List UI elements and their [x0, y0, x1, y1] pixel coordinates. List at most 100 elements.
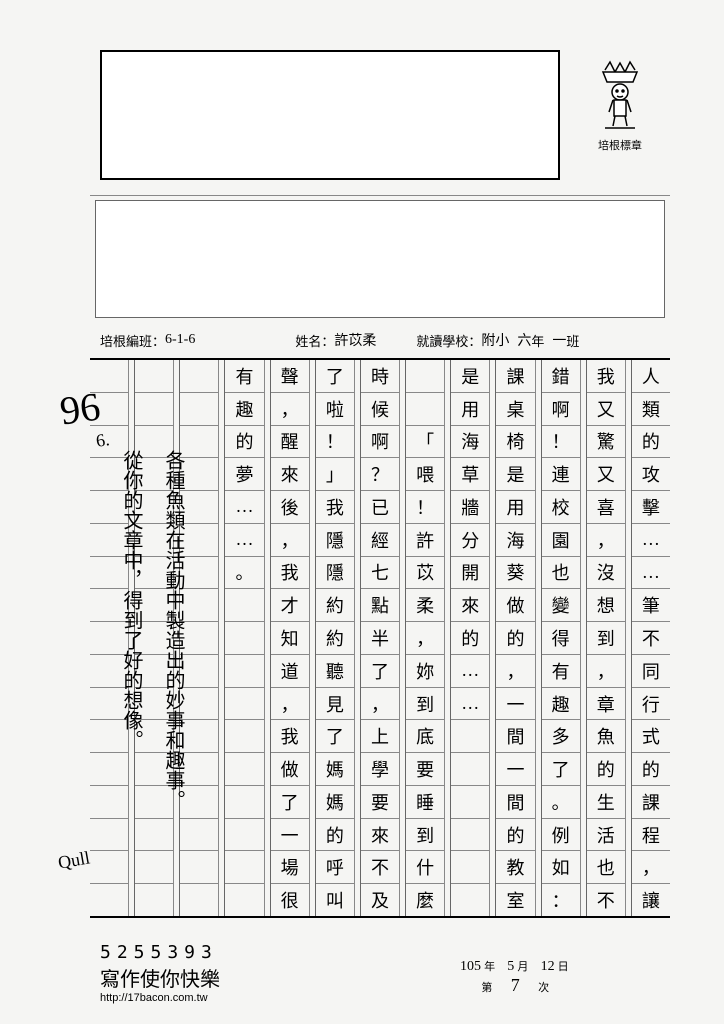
- manuscript-cell: 人: [632, 360, 670, 393]
- manuscript-cell: [180, 360, 218, 393]
- footer-slogan: 寫作使你快樂: [100, 963, 660, 992]
- manuscript-cell: 趣: [225, 393, 263, 426]
- manuscript-cell: [225, 589, 263, 622]
- manuscript-cell: 魚: [587, 720, 625, 753]
- manuscript-column: 錯啊！連校園也變得有趣多了。例如：: [541, 360, 580, 916]
- manuscript-cell: 的: [225, 426, 263, 459]
- manuscript-cell: 連: [542, 458, 580, 491]
- manuscript-column: 我又驚又喜，沒想到，章魚的生活也不: [586, 360, 625, 916]
- manuscript-cell: 有: [225, 360, 263, 393]
- manuscript-cell: 間: [496, 720, 534, 753]
- manuscript-cell: [451, 753, 489, 786]
- manuscript-cell: 聲: [271, 360, 309, 393]
- manuscript-cell: 攻: [632, 458, 670, 491]
- manuscript-cell: …: [451, 688, 489, 721]
- manuscript-cell: 了: [316, 720, 354, 753]
- manuscript-cell: 也: [587, 851, 625, 884]
- manuscript-cell: 變: [542, 589, 580, 622]
- manuscript-column: 「喂！許苡柔，妳到底要睡到什麼: [405, 360, 444, 916]
- manuscript-cell: 學: [361, 753, 399, 786]
- manuscript-cell: 葵: [496, 557, 534, 590]
- manuscript-cell: 我: [316, 491, 354, 524]
- grade-mark: 96: [57, 382, 103, 434]
- manuscript-cell: 喜: [587, 491, 625, 524]
- manuscript-cell: 的: [632, 753, 670, 786]
- manuscript-cell: 是: [496, 458, 534, 491]
- manuscript-cell: 分: [451, 524, 489, 557]
- manuscript-cell: 課: [632, 786, 670, 819]
- manuscript-cell: 來: [271, 458, 309, 491]
- manuscript-cell: 到: [406, 819, 444, 852]
- manuscript-cell: 的: [316, 819, 354, 852]
- manuscript-cell: 桌: [496, 393, 534, 426]
- manuscript-column: 是用海草牆分開來的……: [450, 360, 489, 916]
- manuscript-cell: [135, 393, 173, 426]
- manuscript-column: 課桌椅是用海葵做的，一間一間的教室: [495, 360, 534, 916]
- manuscript-cell: …: [225, 524, 263, 557]
- manuscript-cell: 底: [406, 720, 444, 753]
- manuscript-cell: 苡: [406, 557, 444, 590]
- manuscript-cell: ，: [271, 524, 309, 557]
- manuscript-cell: [225, 884, 263, 916]
- manuscript-cell: 及: [361, 884, 399, 916]
- grade-value: 六: [517, 330, 531, 350]
- manuscript-cell: 不: [632, 622, 670, 655]
- manuscript-cell: ，: [587, 524, 625, 557]
- manuscript-cell: ，: [587, 655, 625, 688]
- manuscript-cell: ！: [406, 491, 444, 524]
- manuscript-cell: 很: [271, 884, 309, 916]
- comment-box: [95, 200, 665, 318]
- manuscript-cell: 椅: [496, 426, 534, 459]
- mascot: 培根標章: [590, 60, 650, 153]
- manuscript-cell: [406, 393, 444, 426]
- manuscript-cell: 約: [316, 622, 354, 655]
- manuscript-cell: 又: [587, 393, 625, 426]
- teacher-comment-1: 各種魚類在活動中製造出的妙事和趣事。: [150, 450, 188, 910]
- manuscript-cell: 隱: [316, 557, 354, 590]
- class-value: 6-1-6: [165, 332, 195, 348]
- margin-six: 6.: [95, 429, 111, 452]
- manuscript-cell: 場: [271, 851, 309, 884]
- manuscript-cell: 用: [451, 393, 489, 426]
- manuscript-cell: 睡: [406, 786, 444, 819]
- manuscript-cell: 。: [542, 786, 580, 819]
- manuscript-cell: [180, 393, 218, 426]
- manuscript-cell: 園: [542, 524, 580, 557]
- manuscript-cell: 類: [632, 393, 670, 426]
- manuscript-cell: 的: [451, 622, 489, 655]
- school-label: 就讀學校：: [416, 331, 481, 350]
- manuscript-cell: [225, 688, 263, 721]
- manuscript-cell: 才: [271, 589, 309, 622]
- manuscript-cell: 得: [542, 622, 580, 655]
- manuscript-cell: 又: [587, 458, 625, 491]
- manuscript-cell: 啊: [542, 393, 580, 426]
- manuscript-cell: 我: [271, 720, 309, 753]
- manuscript-cell: 讓: [632, 884, 670, 916]
- manuscript-cell: 上: [361, 720, 399, 753]
- manuscript-cell: [406, 360, 444, 393]
- manuscript-cell: 什: [406, 851, 444, 884]
- manuscript-cell: 驚: [587, 426, 625, 459]
- manuscript-cell: 到: [406, 688, 444, 721]
- manuscript-cell: 沒: [587, 557, 625, 590]
- manuscript-cell: 了: [316, 360, 354, 393]
- manuscript-cell: 許: [406, 524, 444, 557]
- ban-label: 班: [566, 331, 579, 350]
- manuscript-cell: 活: [587, 819, 625, 852]
- mascot-icon: [595, 60, 645, 130]
- manuscript-cell: 我: [587, 360, 625, 393]
- manuscript-cell: ，: [632, 851, 670, 884]
- manuscript-cell: 教: [496, 851, 534, 884]
- manuscript-cell: 不: [587, 884, 625, 916]
- manuscript-cell: 做: [496, 589, 534, 622]
- manuscript-cell: 啦: [316, 393, 354, 426]
- class-label: 培根編班：: [100, 331, 165, 350]
- school-value: 附小: [481, 330, 509, 350]
- manuscript-cell: ！: [542, 426, 580, 459]
- manuscript-cell: 妳: [406, 655, 444, 688]
- ban-value: 一: [552, 330, 566, 350]
- manuscript-cell: ，: [406, 622, 444, 655]
- stamp-box: [100, 50, 560, 180]
- manuscript-cell: 來: [361, 819, 399, 852]
- manuscript-cell: 用: [496, 491, 534, 524]
